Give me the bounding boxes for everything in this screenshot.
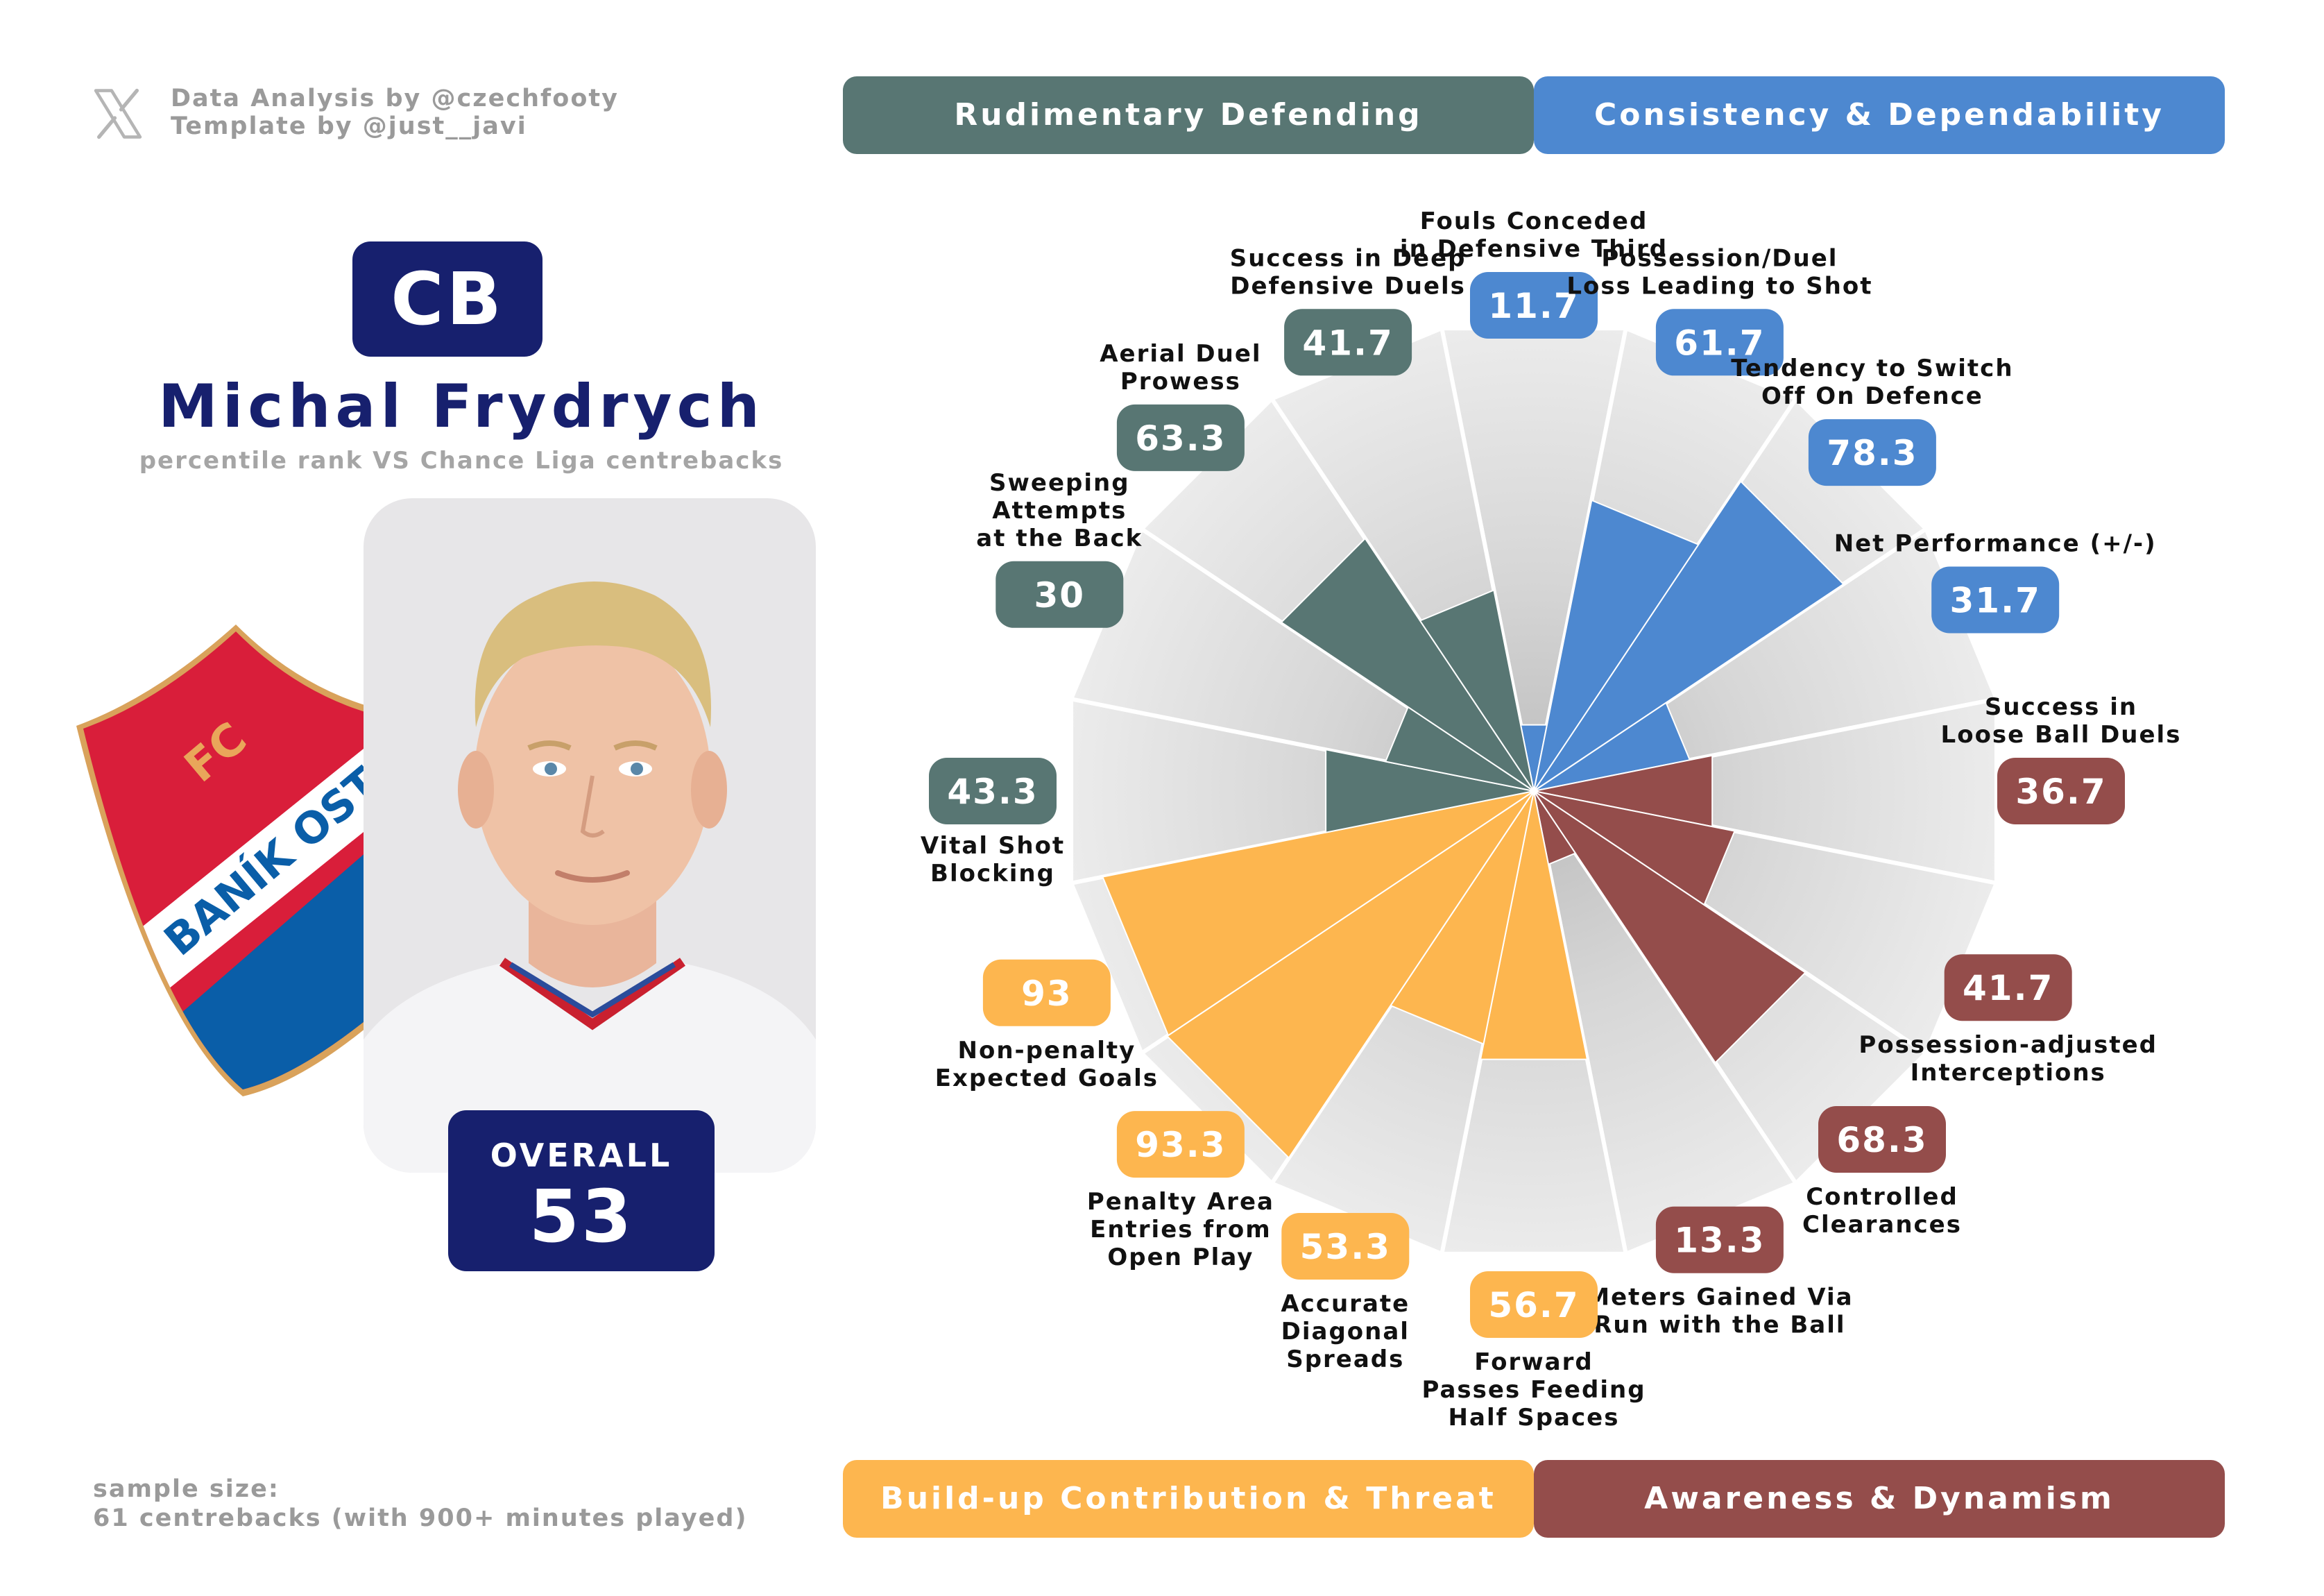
- value-pill: [1655, 309, 1784, 376]
- metric-label: Sweeping Attempts at the Back: [976, 469, 1143, 552]
- metric-label: Forward Passes Feeding Half Spaces: [1421, 1348, 1646, 1432]
- value-label: 36.7: [2015, 772, 2106, 812]
- value-pill: [1116, 1111, 1245, 1178]
- overall-score-box: OVERALL 53: [448, 1110, 715, 1271]
- metric-label: Success in Deep Defensive Duels: [1230, 244, 1467, 300]
- metric-label: Accurate Diagonal Spreads: [1281, 1290, 1410, 1373]
- player-name: Michal Frydrych: [158, 372, 764, 441]
- metric-label: Possession/Duel Loss Leading to Shot: [1566, 244, 1872, 300]
- credit-template: Template by @just__javi: [171, 112, 527, 140]
- value-pill: [1281, 1213, 1410, 1280]
- value-label: 31.7: [1950, 581, 2041, 621]
- value-pill: [1470, 272, 1598, 339]
- radar-bar: [1419, 589, 1535, 792]
- value-pill: [1818, 1106, 1946, 1173]
- category-header-rudimentary-defending: Rudimentary Defending: [843, 76, 1534, 154]
- value-pill: [982, 959, 1111, 1026]
- value-label: 63.3: [1135, 418, 1226, 459]
- value-pill: [1944, 954, 2072, 1021]
- value-label: 93: [1021, 974, 1073, 1014]
- x-logo-icon: [94, 88, 142, 139]
- value-pill: [1284, 309, 1412, 376]
- value-pill: [1808, 419, 1936, 486]
- value-pill: [1470, 1271, 1598, 1338]
- radar-bar: [1533, 790, 1806, 1064]
- category-header-awareness: Awareness & Dynamism: [1534, 1460, 2225, 1538]
- subtitle: percentile rank VS Chance Liga centrebac…: [139, 447, 784, 475]
- position-badge: CB: [352, 241, 542, 357]
- credit-analysis: Data Analysis by @czechfooty: [171, 85, 619, 112]
- metric-label: Net Performance (+/-): [1834, 530, 2157, 558]
- value-label: 93.3: [1135, 1125, 1226, 1165]
- value-label: 41.7: [1963, 968, 2053, 1008]
- value-pill: [1997, 758, 2125, 824]
- value-label: 11.7: [1488, 286, 1579, 326]
- metric-label: Vital Shot Blocking: [921, 832, 1065, 888]
- metric-label: Controlled Clearances: [1802, 1183, 1962, 1239]
- value-label: 61.7: [1674, 323, 1765, 363]
- radar-bar: [1102, 790, 1535, 1037]
- sample-size-text: 61 centrebacks (with 900+ minutes played…: [93, 1504, 748, 1532]
- value-label: 41.7: [1302, 323, 1393, 363]
- value-pill: [996, 561, 1124, 628]
- metric-label: Fouls Conceded in Defensive Third: [1400, 207, 1668, 263]
- value-label: 53.3: [1300, 1227, 1391, 1267]
- value-pill: [1655, 1206, 1784, 1273]
- metric-label: Tendency to Switch Off On Defence: [1731, 355, 2013, 410]
- value-label: 30: [1034, 575, 1086, 616]
- metric-label: Possession-adjusted Interceptions: [1859, 1031, 2158, 1087]
- value-pill: [1116, 404, 1245, 471]
- player-photo: [364, 498, 816, 1173]
- metric-label: Success in Loose Ball Duels: [1941, 693, 2182, 749]
- category-header-buildup: Build-up Contribution & Threat: [843, 1460, 1534, 1538]
- value-pill: [1931, 566, 2060, 634]
- value-pill: [929, 758, 1057, 824]
- overall-value: 53: [529, 1174, 634, 1259]
- category-header-consistency: Consistency & Dependability: [1534, 76, 2225, 154]
- value-label: 68.3: [1836, 1120, 1927, 1160]
- sample-size-label: sample size:: [93, 1475, 280, 1503]
- metric-label: Non-penalty Expected Goals: [935, 1037, 1159, 1092]
- overall-label: OVERALL: [490, 1137, 673, 1174]
- radar-bar: [1533, 480, 1845, 792]
- value-label: 56.7: [1488, 1285, 1579, 1325]
- value-label: 78.3: [1827, 433, 1917, 473]
- value-label: 13.3: [1674, 1221, 1765, 1261]
- value-label: 43.3: [947, 772, 1038, 812]
- metric-label: Meters Gained Via Run with the Ball: [1586, 1284, 1853, 1339]
- metric-label: Aerial Duel Prowess: [1100, 340, 1261, 396]
- club-crest-logo: FC BANÍK OSTRAVA: [76, 625, 375, 1096]
- metric-label: Penalty Area Entries from Open Play: [1087, 1188, 1274, 1271]
